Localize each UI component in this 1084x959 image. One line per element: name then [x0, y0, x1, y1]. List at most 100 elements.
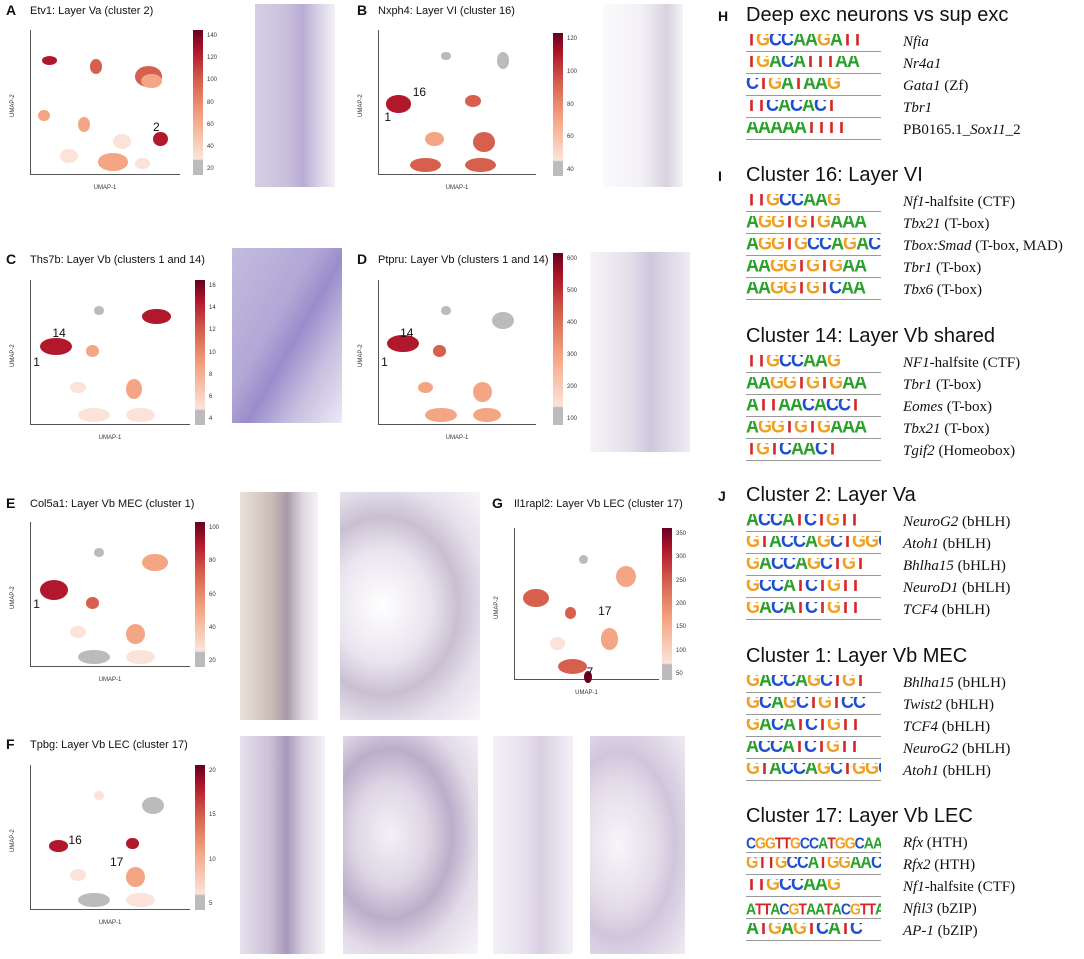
ish-image-e1 — [240, 492, 318, 720]
umap-cluster — [60, 148, 78, 164]
umap-y-label: UMAP-2 — [10, 586, 16, 609]
panel-title-f: Tpbg: Layer Vb LEC (cluster 17) — [30, 739, 188, 751]
colorbar-tick: 150 — [676, 624, 687, 631]
motif-label: Bhlha15 (bHLH) — [903, 558, 1006, 574]
umap-cluster — [126, 892, 155, 908]
umap-cluster — [425, 131, 445, 146]
colorbar-tick: 100 — [207, 77, 218, 84]
colorbar-tick: 60 — [207, 121, 214, 128]
colorbar-tick: 300 — [567, 352, 578, 358]
umap-plot-g: UMAP-2 UMAP-1 17 7 — [494, 528, 659, 696]
colorbar-tick: 60 — [209, 591, 216, 598]
motif-label: Rfx (HTH) — [903, 835, 968, 851]
motif-label: TCF4 (bHLH) — [903, 602, 991, 618]
cluster-label: 14 — [52, 326, 66, 341]
colorbar-d — [553, 253, 563, 425]
section-title: Deep exc neurons vs sup exc — [746, 4, 1009, 26]
ish-image-f2 — [343, 736, 478, 954]
ish-image-f1 — [240, 736, 325, 954]
umap-cluster — [433, 345, 446, 357]
umap-cluster — [557, 658, 587, 674]
umap-cluster — [70, 381, 86, 394]
umap-cluster — [70, 869, 86, 881]
umap-plot-c: UMAP-2 UMAP-1 14 1 — [10, 280, 190, 441]
cluster-label: 1 — [381, 355, 388, 370]
motif-label: Nf1-halfsite (CTF) — [903, 194, 1016, 210]
umap-cluster — [70, 626, 86, 638]
cluster-label: 1 — [384, 109, 391, 124]
colorbar-tick: 8 — [209, 371, 213, 378]
umap-axis-line — [378, 424, 536, 425]
motif-row: G A C C A G C T G T Bhlha15 (bHLH) — [746, 675, 1082, 693]
motif-row: A A A A A T T T T PB0165.1_Sox11_2 — [746, 122, 1082, 140]
motif-row: A G G T G T G A A A Tbx21 (T-box) — [746, 421, 1082, 439]
colorbar-tick: 6 — [209, 393, 213, 400]
cluster-label: 1 — [33, 597, 40, 612]
umap-cluster — [94, 548, 104, 557]
colorbar-tick: 80 — [207, 99, 214, 106]
umap-axis-line — [30, 909, 190, 910]
colorbar-tick: 100 — [676, 647, 687, 654]
umap-cluster — [49, 840, 69, 852]
motif-row: T T C A C A C T Tbr1 — [746, 100, 1082, 118]
umap-cluster — [387, 335, 420, 353]
section-title: Cluster 16: Layer VI — [746, 164, 923, 186]
colorbar-c — [195, 280, 205, 425]
umap-cluster — [39, 580, 69, 601]
colorbar-tick: 140 — [207, 33, 218, 39]
umap-cluster — [126, 623, 146, 644]
motif-label: NeuroG2 (bHLH) — [903, 741, 1011, 757]
umap-cluster — [615, 566, 636, 588]
umap-cluster — [78, 649, 110, 665]
motif-row: GTACCAGCTGGC Atoh1 (bHLH) — [746, 763, 1082, 781]
colorbar-e — [195, 522, 205, 667]
umap-cluster — [579, 555, 588, 565]
motif-row: A A G G T G T G A A Tbr1 (T-box) — [746, 377, 1082, 395]
motif-label: Atoh1 (bHLH) — [903, 763, 991, 779]
section-letter: I — [718, 168, 722, 184]
motif-row: T T G C C A A G Nf1-halfsite (CTF) — [746, 194, 1082, 212]
umap-plot-b: UMAP-2 UMAP-1 16 1 — [358, 30, 536, 191]
umap-cluster — [425, 407, 457, 423]
cluster-label: 16 — [68, 833, 82, 848]
umap-axis-line — [378, 30, 379, 175]
motif-row: T T G C C A A G NF1-halfsite (CTF) — [746, 355, 1082, 373]
panel-letter-a: A — [6, 2, 17, 18]
motif-label: Tbr1 — [903, 100, 933, 116]
colorbar-a — [193, 30, 203, 175]
motif-label: Nfia — [903, 34, 929, 50]
umap-cluster — [97, 153, 128, 171]
motif-label: Tbx6 (T-box) — [903, 282, 983, 298]
motif-row: A A G G T G T C A A Tbx6 (T-box) — [746, 282, 1082, 300]
colorbar-tick: 300 — [676, 554, 687, 561]
umap-plot-d: UMAP-2 UMAP-1 14 1 — [358, 280, 536, 441]
cluster-label: 16 — [412, 85, 427, 100]
umap-axis-line — [30, 765, 31, 910]
section-title: Cluster 2: Layer Va — [746, 484, 916, 506]
motif-label: Nr4a1 — [903, 56, 942, 72]
colorbar-tick: 80 — [567, 101, 574, 108]
umap-axis-line — [30, 280, 31, 425]
umap-y-label: UMAP-2 — [358, 344, 364, 367]
colorbar-tick: 120 — [567, 36, 578, 42]
umap-y-label: UMAP-2 — [494, 596, 500, 620]
umap-cluster — [464, 95, 481, 107]
motif-row: T G T C A A C T Tgif2 (Homeobox) — [746, 443, 1082, 461]
umap-cluster — [496, 51, 510, 70]
umap-cluster — [464, 157, 497, 173]
umap-cluster — [86, 597, 99, 609]
umap-axis-line — [514, 528, 515, 680]
section-letter: J — [718, 488, 726, 504]
motif-row: A T T A A C A C C T Eomes (T-box) — [746, 399, 1082, 417]
motif-row: G A C A T C T G T T TCF4 (bHLH) — [746, 719, 1082, 737]
umap-axis-line — [378, 174, 536, 175]
cluster-label: 17 — [110, 854, 124, 869]
colorbar-tick: 4 — [209, 416, 213, 422]
